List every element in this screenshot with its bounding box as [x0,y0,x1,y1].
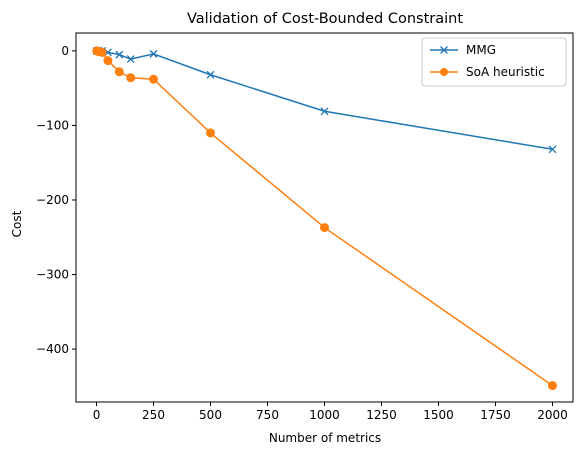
x-tick-label: 500 [199,408,222,422]
mmg-point [149,49,158,58]
soa-heuristic-point [149,74,159,84]
x-axis-label: Number of metrics [269,431,381,445]
mmg-point [206,70,215,79]
x-tick-label: 250 [142,408,165,422]
soa-heuristic-point [103,56,113,66]
y-tick-label: −300 [36,268,69,282]
mmg-point [115,50,124,59]
plot-area [92,46,557,391]
soa-heuristic-point [206,128,216,138]
mmg-point [320,107,329,116]
legend: MMG SoA heuristic [421,37,567,87]
y-axis-ticks: 0 −100 −200 −300 −400 [36,44,76,356]
soa-heuristic-point [547,381,557,391]
x-tick-label: 750 [256,408,279,422]
y-tick-label: −200 [36,193,69,207]
soa-heuristic-point [126,73,136,83]
mmg-legend-marker [440,46,448,54]
soa-heuristic-legend-marker [440,68,448,76]
x-tick-label: 1500 [423,408,454,422]
x-tick-label: 1750 [480,408,511,422]
y-tick-label: −100 [36,118,69,132]
x-tick-label: 1250 [366,408,397,422]
mmg-point [126,55,135,64]
soa-heuristic-point [320,223,329,233]
soa-heuristic-legend-label: SoA heuristic [466,65,545,79]
y-tick-label: −400 [36,342,69,356]
x-tick-label: 1000 [309,408,340,422]
chart-title: Validation of Cost-Bounded Constraint [187,11,463,27]
x-axis-ticks: 0 250 500 750 1000 1250 1500 1750 2000 [93,402,568,422]
soa-heuristic-point [97,47,107,57]
mmg-point [548,145,557,154]
mmg-legend-label: MMG [466,43,496,57]
soa-heuristic-point [114,67,124,77]
x-tick-label: 0 [93,408,101,422]
y-tick-label: 0 [61,44,69,58]
y-axis-label: Cost [10,210,24,237]
x-tick-label: 2000 [537,408,568,422]
